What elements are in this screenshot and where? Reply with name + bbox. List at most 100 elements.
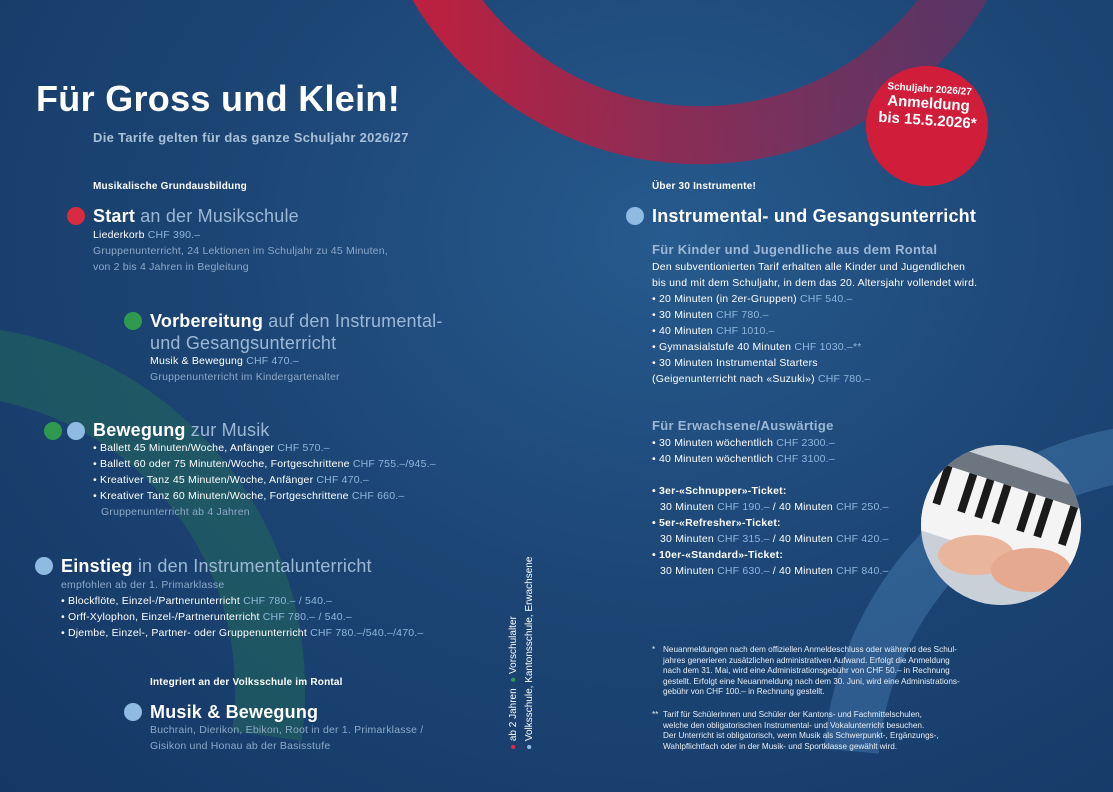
legend-red: ab 2 Jahren [508,688,519,742]
note-line: empfohlen ab der 1. Primarklasse [61,579,225,591]
note-line: jahres generieren zusätzlichen administr… [663,655,950,665]
ticket-prices: 30 Minuten CHF 315.– / 40 Minuten CHF 42… [652,531,889,547]
ticket-text: 30 Minuten [660,565,718,577]
legend-col1: ● ab 2 Jahren ● Vorschulalter [508,616,519,750]
start-details: Liederkorb CHF 390.– Gruppenunterricht, 2… [93,227,388,275]
item-text: Liederkorb [93,229,148,241]
item-price: CHF 755.–/945.– [352,458,436,470]
item-text: • 30 Minuten [652,309,717,321]
item-price: CHF 660.– [351,490,405,502]
item-price: CHF 780.– / 540.– [243,595,333,607]
item-price: CHF 470.– [246,355,299,367]
heading-bold: Vorbereitung [150,311,264,331]
item-text: • Kreativer Tanz 45 Minuten/Woche, Anfän… [93,474,317,486]
note-line: Der Unterricht ist obligatorisch, wenn M… [663,731,939,740]
green-dot-icon [124,312,142,330]
list-item: • Kreativer Tanz 45 Minuten/Woche, Anfän… [93,472,436,488]
legend-blue: Volksschule, Kantonsschule, Erwachsene [524,556,535,742]
note-line: Gisikon und Honau ab der Basisstufe [150,740,331,752]
adults-title: Für Erwachsene/Auswärtige [652,418,834,433]
red-dot-icon [67,207,85,225]
ticket-list: • 3er-«Schnupper»-Ticket: 30 Minuten CHF … [652,483,889,579]
item-text: • Gymnasialstufe 40 Minuten [652,341,795,353]
ticket-price: CHF 420.– [836,533,889,545]
ticket-price: CHF 630.– [717,565,770,577]
item-price: CHF 1010.– [716,325,775,337]
page-title: Für Gross und Klein! [36,78,401,119]
vorbereitung-details: Musik & Bewegung CHF 470.– Gruppenunterri… [150,353,340,385]
legend-col2: ● Volksschule, Kantonsschule, Erwachsene [524,557,535,750]
heading-bold: Musik & Bewegung [150,702,319,722]
note-line: Buchrain, Dierikon, Ebikon, Root in der … [150,724,424,736]
green-dot-icon: ● [508,676,519,683]
list-item: • Orff-Xylophon, Einzel-/Partnerunterric… [61,609,423,625]
item-text: • Ballett 45 Minuten/Woche, Anfänger [93,442,278,454]
item-text: • 30 Minuten wöchentlich [652,437,777,449]
note-line: welche den obligatorischen Instrumental-… [663,720,925,730]
ticket-price: CHF 250.– [836,501,889,513]
note-line: von 2 bis 4 Jahren in Begleitung [93,261,249,273]
heading-einstieg: Einstieg in den Instrumentalunterricht [61,555,372,577]
list-item: (Geigenunterricht nach «Suzuki») CHF 780… [652,371,977,387]
ticket-price: CHF 840.– [836,565,889,577]
heading-bold: Einstieg [61,556,133,576]
kicker-grundausbildung: Musikalische Grundausbildung [93,181,247,192]
ticket-text: 30 Minuten [660,533,718,545]
footnote-1: * Neuanmeldungen nach dem offiziellen An… [652,645,960,698]
note-line: Tarif für Schülerinnen und Schüler der K… [663,710,922,719]
list-item: • 20 Minuten (in 2er-Gruppen) CHF 540.– [652,291,977,307]
kicker-instruments: Über 30 Instrumente! [652,181,757,192]
item-text: • 20 Minuten (in 2er-Gruppen) [652,293,800,305]
ticket-prices: 30 Minuten CHF 630.– / 40 Minuten CHF 84… [652,563,889,579]
ticket-name: • 10er-«Standard»-Ticket: [652,549,784,561]
list-item: • Blockflöte, Einzel-/Partnerunterricht … [61,593,423,609]
note-line: nach dem 31. Mai, wird eine Administrati… [663,666,950,675]
ticket-text: / 40 Minuten [769,565,837,577]
heading-vorbereitung: Vorbereitung auf den Instrumental-und Ge… [150,310,443,354]
heading-start: Start an der Musikschule [93,205,299,227]
item-price: CHF 390.– [147,229,201,241]
list-item: • 30 Minuten CHF 780.– [652,307,977,323]
list-item: • Djembe, Einzel-, Partner- oder Gruppen… [61,625,423,641]
kicker-volksschule: Integriert an der Volksschule im Rontal [150,677,343,688]
ticket-name: • 3er-«Schnupper»-Ticket: [652,485,787,497]
item-price: CHF 3100.– [776,453,835,465]
blue-dot-icon [35,557,53,575]
blue-dot-icon [124,703,142,721]
list-item: • Kreativer Tanz 60 Minuten/Woche, Fortg… [93,488,436,504]
list-item: • Gymnasialstufe 40 Minuten CHF 1030.–** [652,339,977,355]
list-item: • 30 Minuten wöchentlich CHF 2300.– [652,435,835,451]
adults-details: • 30 Minuten wöchentlich CHF 2300.– • 40 … [652,435,835,467]
item-price: CHF 780.–/540.–/470.– [310,627,424,639]
list-item: • Ballett 60 oder 75 Minuten/Woche, Fort… [93,456,436,472]
blue-dot-icon: ● [524,743,535,750]
ticket-text: / 40 Minuten [769,501,837,513]
item-price: CHF 540.– [800,293,853,305]
item-text: • Orff-Xylophon, Einzel-/Partnerunterric… [61,611,263,623]
note-line: gestellt. Erfolgt eine Neuanmeldung nach… [663,676,960,686]
note-line: Wahlpflichtfach oder in der Musik- und S… [663,741,898,751]
heading-bewegung: Bewegung zur Musik [93,419,270,441]
item-text: • Djembe, Einzel-, Partner- oder Gruppen… [61,627,311,639]
blue-dot-icon [67,422,85,440]
ticket-text: 30 Minuten [660,501,718,513]
footnote-mark: * [652,645,656,654]
note-line: Gruppenunterricht im Kindergartenalter [150,371,340,383]
list-item: Liederkorb CHF 390.– [93,227,388,243]
footnote-2: ** Tarif für Schülerinnen und Schüler de… [652,710,939,752]
item-text: • Blockflöte, Einzel-/Partnerunterricht [61,595,244,607]
item-price: CHF 780.– [716,309,769,321]
registration-badge: Schuljahr 2026/27 Anmeldung bis 15.5.202… [861,61,993,191]
item-text: • Kreativer Tanz 60 Minuten/Woche, Fortg… [93,490,352,502]
age-legend: ● ab 2 Jahren ● Vorschulalter ● Volkssch… [505,520,545,750]
musik-bewegung-details: Buchrain, Dierikon, Ebikon, Root in der … [150,722,423,754]
kids-details: Den subventionierten Tarif erhalten alle… [652,259,977,387]
kids-title: Für Kinder und Jugendliche aus dem Ronta… [652,242,938,257]
item-text: Musik & Bewegung [150,355,247,367]
list-item: • 30 Minuten Instrumental Starters [652,355,977,371]
bewegung-details: • Ballett 45 Minuten/Woche, Anfänger CHF… [93,440,436,520]
ticket-price: CHF 315.– [717,533,770,545]
list-item: • 40 Minuten wöchentlich CHF 3100.– [652,451,835,467]
legend-green: Vorschulalter [508,616,519,674]
footnote-text: Tarif für Schülerinnen und Schüler der K… [663,710,939,752]
